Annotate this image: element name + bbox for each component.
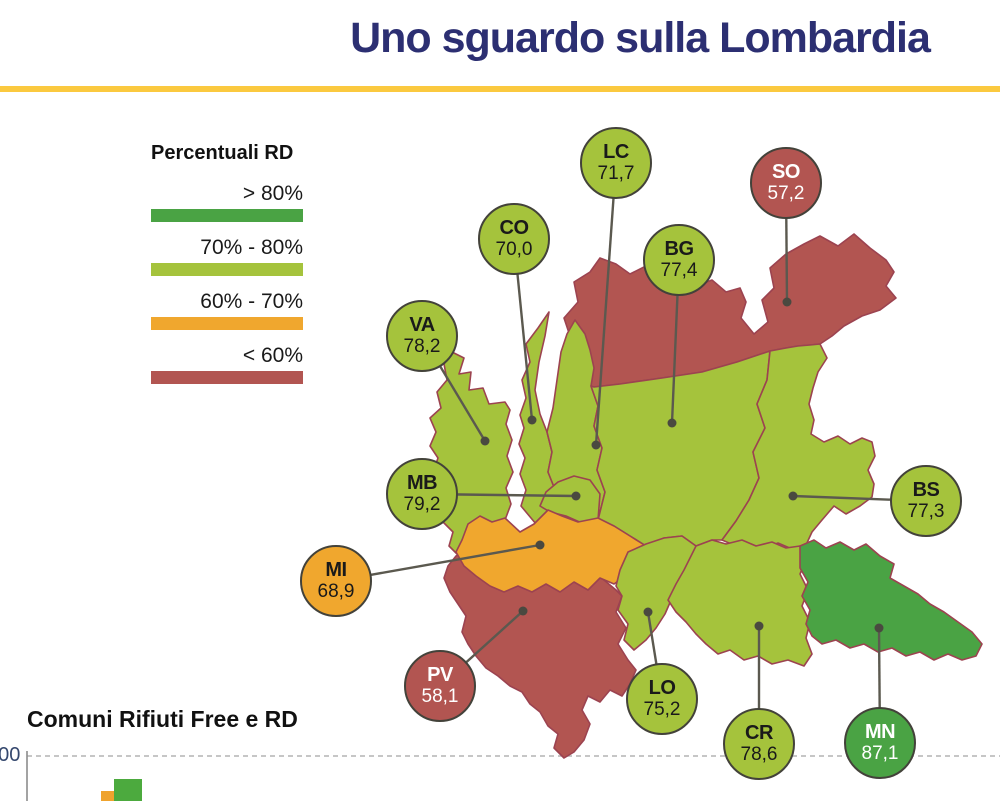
legend-label: < 60% <box>242 344 303 367</box>
province-badge-mb: MB 79,2 <box>386 458 458 530</box>
y-axis-tick-label-100: 100 <box>0 744 21 766</box>
anchor-dot-bs <box>788 491 798 501</box>
map-legend: Percentuali RD > 80% 70% - 80% 60% - 70%… <box>151 142 303 398</box>
anchor-dot-va <box>480 436 490 446</box>
province-badge-bg: BG 77,4 <box>643 224 715 296</box>
province-code: LO <box>648 677 676 699</box>
province-value: 71,7 <box>597 163 635 184</box>
anchor-dot-lc <box>591 440 601 450</box>
province-value: 79,2 <box>403 494 441 515</box>
anchor-dot-bg <box>667 418 677 428</box>
legend-item-lt60: < 60% <box>151 344 303 384</box>
province-code: LC <box>603 141 629 163</box>
province-region-lo <box>615 535 697 651</box>
legend-item-70-80: 70% - 80% <box>151 236 303 276</box>
anchor-dot-so <box>782 297 792 307</box>
province-code: MB <box>406 472 438 494</box>
province-value: 87,1 <box>861 743 899 764</box>
legend-label: > 80% <box>242 182 303 205</box>
anchor-dot-co <box>527 415 537 425</box>
page-title: Uno sguardo sulla Lombardia <box>350 14 931 62</box>
province-region-mn <box>799 539 983 661</box>
bottom-chart-heading: Comuni Rifiuti Free e RD <box>27 706 298 732</box>
legend-item-gt80: > 80% <box>151 182 303 222</box>
anchor-dot-cr <box>754 621 764 631</box>
province-badge-bs: BS 77,3 <box>890 465 962 537</box>
legend-color-swatch <box>151 371 303 384</box>
province-code: MI <box>325 559 347 581</box>
province-value: 68,9 <box>317 581 355 602</box>
province-badge-lo: LO 75,2 <box>626 663 698 735</box>
connector-line-lc <box>594 162 618 446</box>
province-badge-lc: LC 71,7 <box>580 127 652 199</box>
province-code: CO <box>499 217 530 239</box>
province-code: VA <box>409 314 435 336</box>
chart-bar-green <box>114 779 142 801</box>
province-badge-cr: CR 78,6 <box>723 708 795 780</box>
province-value: 58,1 <box>421 686 459 707</box>
legend-label: 60% - 70% <box>200 290 303 313</box>
province-region-cr <box>667 539 813 667</box>
province-badge-pv: PV 58,1 <box>404 650 476 722</box>
province-badge-mn: MN 87,1 <box>844 707 916 779</box>
anchor-dot-lo <box>643 607 653 617</box>
legend-color-swatch <box>151 209 303 222</box>
province-value: 78,2 <box>403 336 441 357</box>
legend-color-swatch <box>151 263 303 276</box>
province-value: 75,2 <box>643 699 681 720</box>
province-value: 77,4 <box>660 260 698 281</box>
anchor-dot-mn <box>874 623 884 633</box>
province-badge-co: CO 70,0 <box>478 203 550 275</box>
anchor-dot-pv <box>518 606 528 616</box>
province-code: CR <box>745 722 773 744</box>
province-code: SO <box>772 161 800 183</box>
legend-heading: Percentuali RD <box>151 142 294 164</box>
province-value: 77,3 <box>907 501 945 522</box>
province-badge-mi: MI 68,9 <box>300 545 372 617</box>
province-code: BG <box>664 238 695 260</box>
province-code: BS <box>912 479 940 501</box>
province-value: 57,2 <box>767 183 805 204</box>
province-value: 70,0 <box>495 239 533 260</box>
anchor-dot-mi <box>535 540 545 550</box>
title-divider-rule <box>0 86 1000 92</box>
legend-color-swatch <box>151 317 303 330</box>
province-value: 78,6 <box>740 744 778 765</box>
province-badge-so: SO 57,2 <box>750 147 822 219</box>
anchor-dot-mb <box>571 491 581 501</box>
province-badge-va: VA 78,2 <box>386 300 458 372</box>
province-code: PV <box>427 664 453 686</box>
legend-label: 70% - 80% <box>200 236 303 259</box>
province-code: MN <box>864 721 896 743</box>
legend-item-60-70: 60% - 70% <box>151 290 303 330</box>
